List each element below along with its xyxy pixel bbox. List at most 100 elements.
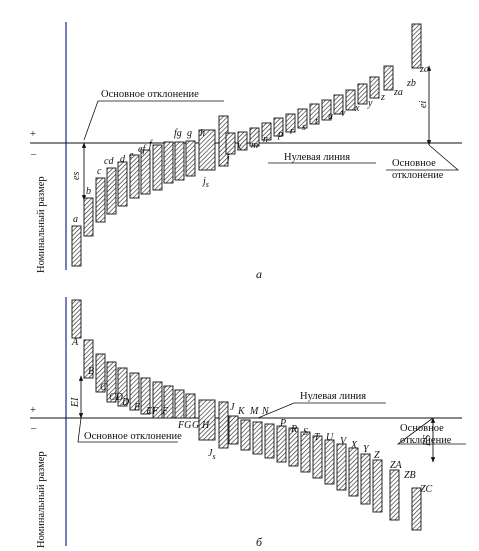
a-field-b [83,197,94,237]
a-field-x [333,94,344,115]
a-label-j: j [225,153,230,164]
bars-b [71,299,422,531]
a-label-u: u [328,111,333,122]
a-field-r [273,117,284,137]
b-field-CD [106,361,117,403]
callout-right-b [396,417,466,445]
b-field-K [228,415,239,445]
a-label-v: v [341,108,346,119]
a-field-m [237,131,248,151]
callout-right-b-line2: отклонение [400,435,452,446]
a-label-x: x [354,103,360,114]
b-field-E [129,372,140,411]
b-label-FG: FG [177,420,191,431]
callout-left-b [77,417,178,443]
b-label-E: E [133,402,140,413]
a-field-e [129,154,140,199]
js-label-a: js [201,176,209,189]
a-field-cd [106,167,117,215]
a-label-a: a [73,214,78,225]
b-field-M [240,419,251,451]
b-label-U: U [326,432,334,443]
b-field-D [117,367,128,407]
a-label-m: m [251,140,258,151]
b-field-P [264,423,275,459]
b-label-V: V [340,436,348,447]
callout-right-b-line1: Основное [400,423,444,434]
b-label-ZB: ZB [404,470,416,481]
a-field-c [95,177,106,223]
a-label-d: d [120,154,126,165]
b-field-Y [348,447,359,497]
b-label-R: R [290,424,297,435]
b-field-N [252,421,263,455]
b-field-Z [360,453,371,505]
b-label-ZA: ZA [390,460,403,471]
b-label-CD: CD [109,392,124,403]
plus-b: + [30,405,36,416]
b-field-J [218,401,229,449]
b-field-C [95,353,106,393]
a-label-r: r [290,126,294,137]
b-label-X: X [350,440,358,451]
b-label-M: M [249,406,259,417]
a-label-ef: ef [138,144,146,155]
callout-right-a-line2: отклонение [392,170,444,181]
b-field-ZA [372,459,383,513]
a-field-n [249,127,260,147]
callout-right-a-line1: Основное [392,158,436,169]
callout-left-a-text: Основное отклонение [101,89,199,100]
a-field-h [185,140,196,177]
ES-label: ES [422,435,433,447]
b-label-EF: EF [145,406,159,417]
a-label-y: y [367,98,373,109]
a-label-k: k [237,142,242,153]
a-field-fg [163,141,174,184]
a-label-zb: zb [406,78,416,89]
plus-a: + [30,129,36,140]
a-field-f [152,144,163,191]
a-field-t [297,108,308,129]
b-label-H: H [201,420,210,431]
a-field-z [357,83,368,105]
b-field-R [276,425,287,463]
b-field-ZB [389,469,400,521]
a-field-v [321,99,332,121]
callout-left-a [83,100,224,141]
a-label-t: t [315,116,318,127]
b-field-EF [140,377,151,415]
b-label-G: G [192,420,199,431]
minus-a: – [30,149,37,160]
sub-label-b: б [256,535,263,549]
a-field-js [198,129,216,171]
b-label-F: F [161,406,169,417]
b-field-F [152,381,163,419]
zero-line-label-a: Нулевая линия [284,152,350,163]
b-field-H [185,393,196,419]
b-label-C: C [100,382,107,393]
b-field-FG [163,385,174,419]
a-field-u [309,103,320,125]
sub-label-a: а [256,267,262,281]
b-label-T: T [314,432,321,443]
a-label-z: z [380,92,385,103]
a-field-zb [383,65,394,91]
es-label: es [71,172,82,180]
b-label-J: J [230,402,235,413]
b-field-B [83,339,94,379]
b-field-G [174,389,185,419]
b-field-S [288,427,299,467]
a-field-p [261,122,272,141]
axis-label-b: Номинальный размер [36,451,47,548]
b-field-A [71,299,82,339]
b-field-X [336,443,347,491]
b-label-A: A [71,337,79,348]
a-label-zc: zc [419,64,429,75]
a-field-a [71,225,82,267]
b-field-js [198,399,216,441]
b-label-N: N [261,406,270,417]
b-field-V [324,439,335,485]
